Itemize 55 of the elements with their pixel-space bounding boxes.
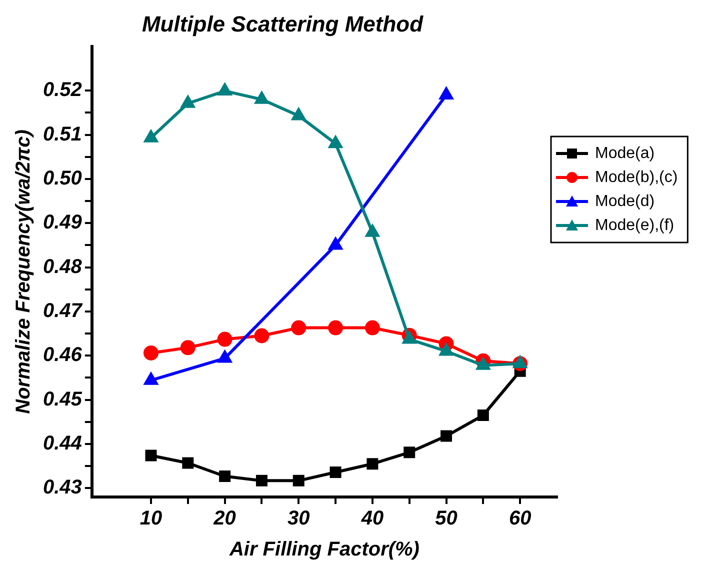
point [476,358,490,370]
x-tick-label: 50 [435,508,458,530]
y-tick-label: 0.52 [42,79,82,102]
point [255,92,268,104]
y-axis-title: Normalize Frequency(wa/2πc) [12,129,35,414]
y-tick-label: 0.43 [42,476,82,499]
point [440,430,452,442]
y-tick-label: 0.50 [42,167,82,190]
point [143,345,158,360]
legend-label: Mode(b),(c) [595,168,678,186]
y-tick-label: 0.47 [42,300,83,322]
point [291,320,306,336]
y-tick-label: 0.46 [42,344,83,366]
point [218,84,232,96]
point [402,332,416,344]
point [477,410,489,422]
point [513,356,527,368]
legend-label: Mode(d) [595,192,655,210]
x-tick-label: 10 [140,508,162,530]
y-tick-label: 0.49 [42,212,83,234]
x-tick-label: 20 [212,508,236,530]
y-tick-label: 0.51 [42,123,82,146]
point [330,466,342,478]
point [328,136,342,148]
point [182,457,194,469]
point [328,238,342,250]
legend-label: Mode(a) [595,144,655,162]
point [217,332,232,347]
x-tick-label: 60 [508,508,532,530]
point [364,320,380,336]
point [292,474,304,486]
point [404,446,416,458]
y-tick-label: 0.45 [42,388,83,410]
point [219,470,231,482]
point [366,224,380,237]
chart-title: Multiple Scattering Method [142,11,424,36]
point [180,340,196,356]
point [145,450,157,462]
point [181,96,195,108]
point [292,108,306,120]
point [366,458,378,470]
point [218,350,232,363]
point [144,372,158,385]
point [256,474,268,486]
y-tick-label: 0.44 [42,432,82,455]
y-tick-label: 0.48 [42,256,83,278]
x-tick-label: 30 [288,508,310,530]
point [144,130,158,142]
point [328,320,344,336]
point [254,328,270,344]
legend-label: Mode(e),(f) [595,216,674,234]
x-axis-title: Air Filling Factor(%) [228,538,420,561]
x-tick-label: 40 [360,508,384,530]
point [440,87,453,100]
point [440,344,453,356]
